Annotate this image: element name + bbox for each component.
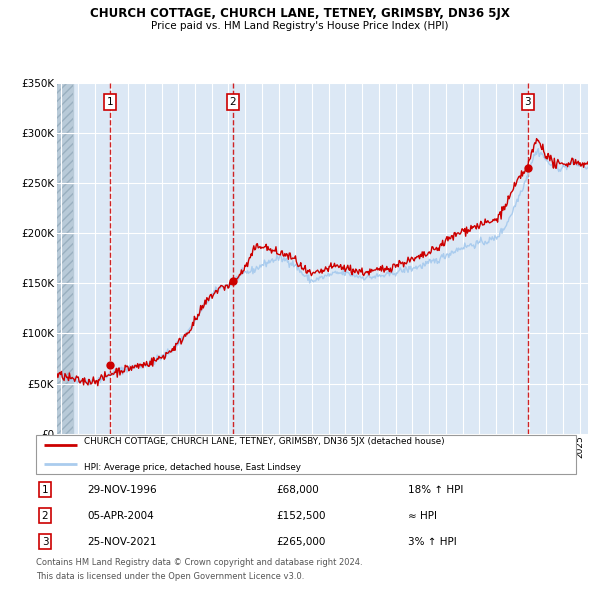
Text: 3% ↑ HPI: 3% ↑ HPI (408, 537, 457, 546)
Text: 18% ↑ HPI: 18% ↑ HPI (408, 485, 463, 494)
Text: This data is licensed under the Open Government Licence v3.0.: This data is licensed under the Open Gov… (36, 572, 304, 581)
Text: CHURCH COTTAGE, CHURCH LANE, TETNEY, GRIMSBY, DN36 5JX: CHURCH COTTAGE, CHURCH LANE, TETNEY, GRI… (90, 7, 510, 20)
Text: £68,000: £68,000 (276, 485, 319, 494)
Text: HPI: Average price, detached house, East Lindsey: HPI: Average price, detached house, East… (83, 463, 301, 472)
Text: 3: 3 (524, 97, 531, 107)
Text: Contains HM Land Registry data © Crown copyright and database right 2024.: Contains HM Land Registry data © Crown c… (36, 558, 362, 566)
FancyBboxPatch shape (36, 435, 576, 474)
Text: £265,000: £265,000 (276, 537, 325, 546)
Text: CHURCH COTTAGE, CHURCH LANE, TETNEY, GRIMSBY, DN36 5JX (detached house): CHURCH COTTAGE, CHURCH LANE, TETNEY, GRI… (83, 437, 444, 445)
Text: 25-NOV-2021: 25-NOV-2021 (87, 537, 157, 546)
Bar (57, 83, 73, 434)
Text: 3: 3 (41, 537, 49, 546)
Text: 05-APR-2004: 05-APR-2004 (87, 511, 154, 520)
Text: 1: 1 (41, 485, 49, 494)
Text: 29-NOV-1996: 29-NOV-1996 (87, 485, 157, 494)
Text: 1: 1 (107, 97, 113, 107)
Text: Price paid vs. HM Land Registry's House Price Index (HPI): Price paid vs. HM Land Registry's House … (151, 21, 449, 31)
Text: £152,500: £152,500 (276, 511, 325, 520)
Text: 2: 2 (229, 97, 236, 107)
Text: 2: 2 (41, 511, 49, 520)
Text: ≈ HPI: ≈ HPI (408, 511, 437, 520)
Bar (57, 83, 73, 434)
